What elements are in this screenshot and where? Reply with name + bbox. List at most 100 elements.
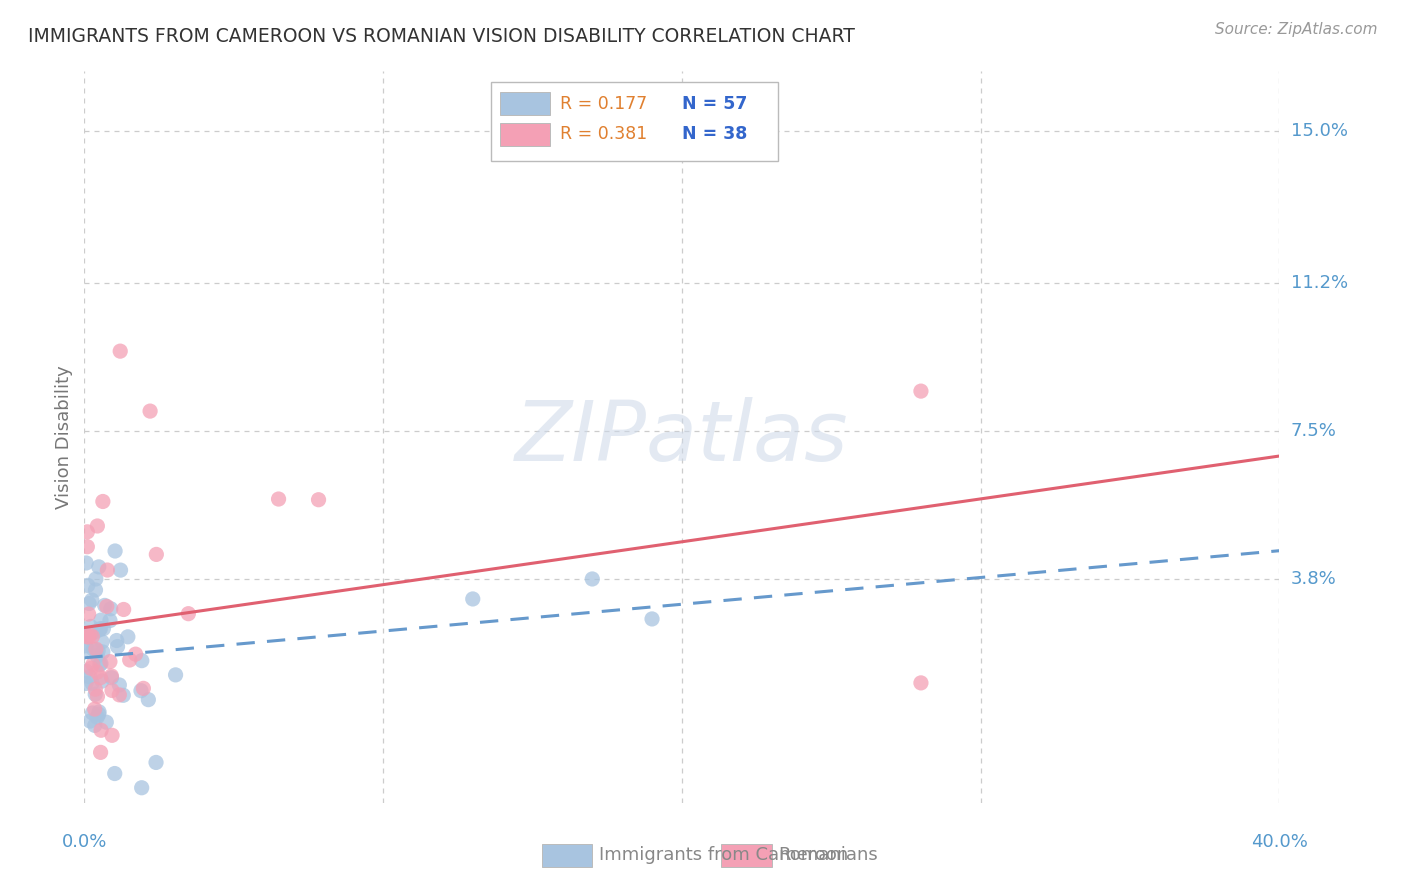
- Point: [77, 630, 100, 644]
- Point: [131, 654, 153, 668]
- Point: [641, 612, 664, 626]
- Text: Source: ZipAtlas.com: Source: ZipAtlas.com: [1215, 22, 1378, 37]
- Point: [80, 676, 103, 690]
- Text: R = 0.381: R = 0.381: [560, 125, 647, 144]
- Point: [308, 492, 330, 507]
- Point: [91, 635, 114, 649]
- Text: IMMIGRANTS FROM CAMEROON VS ROMANIAN VISION DISABILITY CORRELATION CHART: IMMIGRANTS FROM CAMEROON VS ROMANIAN VIS…: [28, 27, 855, 45]
- Point: [101, 728, 124, 742]
- Point: [100, 601, 122, 615]
- Point: [86, 665, 108, 679]
- Point: [96, 715, 118, 730]
- Point: [461, 591, 484, 606]
- Text: 3.8%: 3.8%: [1291, 570, 1336, 588]
- Text: Immigrants from Cameroon: Immigrants from Cameroon: [599, 847, 849, 864]
- Point: [77, 597, 100, 611]
- Point: [100, 669, 122, 683]
- Point: [145, 548, 167, 562]
- Point: [131, 780, 153, 795]
- Point: [98, 614, 121, 628]
- Text: N = 38: N = 38: [682, 125, 747, 144]
- FancyBboxPatch shape: [491, 81, 778, 161]
- Point: [267, 491, 290, 506]
- Point: [112, 688, 135, 702]
- Text: 15.0%: 15.0%: [1291, 122, 1347, 140]
- Point: [124, 647, 146, 661]
- Point: [165, 668, 187, 682]
- Point: [101, 683, 124, 698]
- Point: [107, 640, 129, 654]
- Point: [87, 644, 110, 658]
- Point: [112, 602, 135, 616]
- Point: [96, 599, 118, 614]
- Point: [75, 556, 97, 570]
- Point: [105, 633, 128, 648]
- Point: [86, 648, 108, 663]
- Point: [82, 642, 104, 657]
- Y-axis label: Vision Disability: Vision Disability: [55, 365, 73, 509]
- Point: [84, 642, 107, 657]
- Point: [76, 630, 98, 644]
- Point: [108, 678, 131, 692]
- Text: 0.0%: 0.0%: [62, 833, 107, 851]
- Point: [138, 692, 160, 706]
- Point: [84, 624, 107, 639]
- FancyBboxPatch shape: [543, 844, 592, 867]
- Point: [87, 560, 110, 574]
- Point: [90, 745, 112, 759]
- Point: [104, 766, 127, 780]
- Point: [90, 613, 112, 627]
- Point: [86, 710, 108, 724]
- Text: 11.2%: 11.2%: [1291, 274, 1348, 293]
- FancyBboxPatch shape: [501, 92, 551, 115]
- Point: [89, 623, 111, 637]
- Point: [87, 705, 110, 719]
- Point: [79, 628, 101, 642]
- Point: [90, 723, 112, 738]
- Point: [89, 657, 111, 672]
- FancyBboxPatch shape: [721, 844, 772, 867]
- Point: [84, 682, 107, 697]
- Point: [82, 657, 104, 672]
- Point: [129, 683, 152, 698]
- Point: [910, 676, 932, 690]
- Point: [145, 756, 167, 770]
- Point: [84, 572, 107, 586]
- Text: R = 0.177: R = 0.177: [560, 95, 647, 112]
- Point: [76, 578, 98, 592]
- Point: [83, 702, 105, 716]
- Point: [90, 657, 112, 671]
- Point: [96, 563, 118, 577]
- Point: [110, 563, 132, 577]
- Point: [100, 671, 122, 685]
- Point: [89, 622, 111, 636]
- Point: [139, 404, 162, 418]
- Text: 40.0%: 40.0%: [1251, 833, 1308, 851]
- Point: [79, 714, 101, 728]
- Point: [84, 687, 107, 701]
- Point: [104, 544, 127, 558]
- Point: [75, 641, 97, 656]
- Point: [98, 655, 121, 669]
- Point: [77, 607, 100, 621]
- Point: [79, 619, 101, 633]
- FancyBboxPatch shape: [501, 122, 551, 146]
- Point: [75, 676, 97, 690]
- Point: [89, 671, 111, 685]
- Point: [76, 540, 98, 554]
- Point: [91, 645, 114, 659]
- Point: [110, 344, 132, 359]
- Point: [83, 718, 105, 732]
- Point: [87, 707, 110, 722]
- Point: [177, 607, 200, 621]
- Point: [86, 690, 108, 704]
- Point: [118, 653, 141, 667]
- Point: [117, 630, 139, 644]
- Point: [93, 599, 115, 613]
- Point: [82, 706, 104, 720]
- Point: [75, 639, 97, 653]
- Point: [80, 593, 103, 607]
- Point: [76, 629, 98, 643]
- Point: [76, 524, 98, 539]
- Point: [86, 519, 108, 533]
